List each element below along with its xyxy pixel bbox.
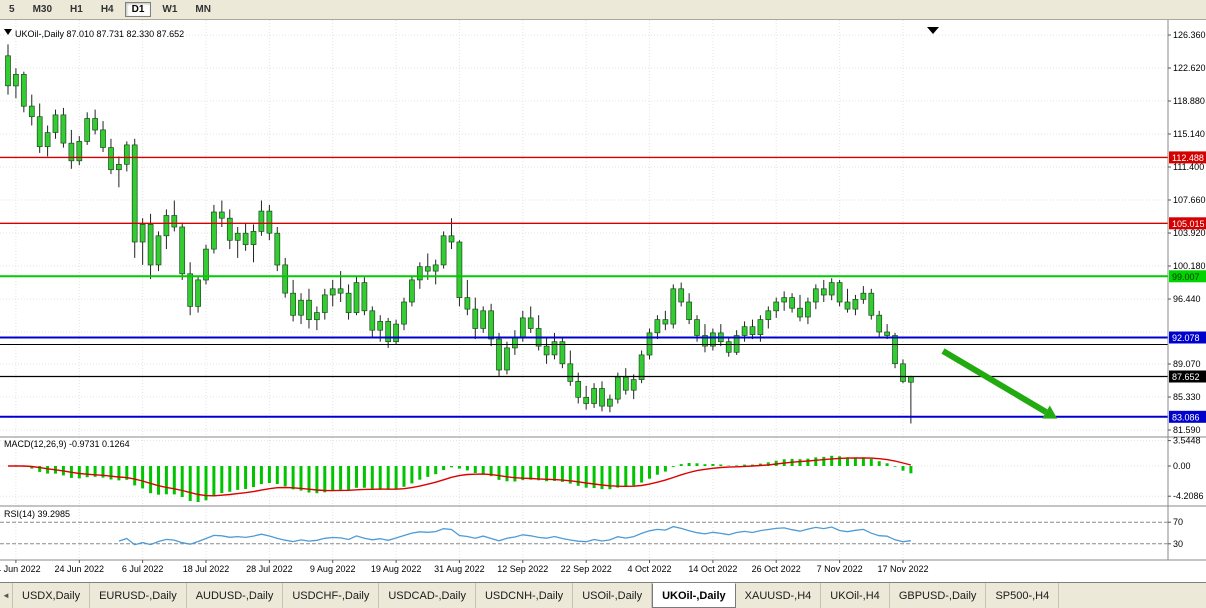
rsi-indicator-label: RSI(14) 39.2985 (4, 509, 71, 519)
chart-symbol-ohlc-label: UKOil-,Daily 87.010 87.731 82.330 87.652 (15, 29, 185, 39)
chart-tab-audusd-daily[interactable]: AUDUSD-,Daily (187, 583, 284, 608)
svg-text:105.015: 105.015 (1172, 219, 1205, 229)
svg-text:87.652: 87.652 (1172, 372, 1200, 382)
tab-scroll-left-icon[interactable]: ◄ (0, 583, 13, 608)
svg-text:115.140: 115.140 (1173, 129, 1205, 139)
trend-arrow-head-icon (1042, 405, 1058, 419)
svg-text:22 Sep 2022: 22 Sep 2022 (561, 564, 612, 574)
svg-text:81.590: 81.590 (1173, 425, 1201, 435)
timeframe-button-5[interactable]: 5 (9, 4, 15, 15)
svg-text:26 Oct 2022: 26 Oct 2022 (752, 564, 801, 574)
chart-tab-gbpusd-daily[interactable]: GBPUSD-,Daily (890, 583, 987, 608)
trend-arrow[interactable] (941, 348, 1058, 419)
candlesticks (5, 44, 914, 424)
svg-text:18 Jul 2022: 18 Jul 2022 (183, 564, 230, 574)
svg-text:19 Aug 2022: 19 Aug 2022 (371, 564, 422, 574)
time-axis: 14 Jun 2022 24 Jun 2022 6 Jul 2022 18 Jul 2… (0, 560, 929, 574)
svg-text:96.440: 96.440 (1173, 294, 1201, 304)
macd-panel (0, 440, 1168, 502)
svg-text:126.360: 126.360 (1173, 30, 1206, 40)
price-line-tags: 112.488 105.015 99.007 92.078 87.652 83.086 (1169, 151, 1206, 423)
svg-text:70: 70 (1173, 517, 1183, 527)
svg-text:111.400: 111.400 (1173, 162, 1204, 172)
svg-text:0.00: 0.00 (1173, 461, 1191, 471)
chart-tab-usdcad-daily[interactable]: USDCAD-,Daily (379, 583, 476, 608)
svg-text:3.5448: 3.5448 (1173, 436, 1201, 446)
svg-text:14 Jun 2022: 14 Jun 2022 (0, 564, 41, 574)
svg-text:85.330: 85.330 (1173, 392, 1201, 402)
svg-text:7 Nov 2022: 7 Nov 2022 (817, 564, 863, 574)
panel-frames (0, 20, 1206, 561)
rsi-panel (0, 521, 1168, 546)
svg-text:24 Jun 2022: 24 Jun 2022 (55, 564, 105, 574)
chart-canvas[interactable]: 126.360 122.620 118.880 115.140 111.400 107.6… (0, 20, 1206, 582)
chart-shift-marker-icon[interactable] (927, 27, 939, 34)
chart-tab-ukoil-h4[interactable]: UKOil-,H4 (821, 583, 890, 608)
svg-text:-4.2086: -4.2086 (1173, 491, 1204, 501)
svg-text:30: 30 (1173, 539, 1183, 549)
svg-text:6 Jul 2022: 6 Jul 2022 (122, 564, 164, 574)
svg-text:89.070: 89.070 (1173, 359, 1201, 369)
svg-text:14 Oct 2022: 14 Oct 2022 (688, 564, 737, 574)
svg-text:9 Aug 2022: 9 Aug 2022 (310, 564, 356, 574)
chart-tab-usdchf-daily[interactable]: USDCHF-,Daily (283, 583, 380, 608)
timeframe-button-mn[interactable]: MN (195, 4, 211, 15)
svg-text:12 Sep 2022: 12 Sep 2022 (497, 564, 548, 574)
svg-text:4 Oct 2022: 4 Oct 2022 (627, 564, 671, 574)
svg-text:100.180: 100.180 (1173, 261, 1206, 271)
horizontal-lines[interactable] (0, 156, 1168, 418)
svg-text:107.660: 107.660 (1173, 195, 1206, 205)
timeframe-toolbar: 5 M30 H1 H4 D1 W1 MN (0, 0, 1206, 20)
svg-text:99.007: 99.007 (1172, 272, 1200, 282)
svg-text:17 Nov 2022: 17 Nov 2022 (877, 564, 928, 574)
svg-text:112.488: 112.488 (1172, 153, 1204, 163)
symbol-dropdown-icon[interactable] (4, 29, 12, 35)
chart-tabs: USDX,Daily EURUSD-,Daily AUDUSD-,Daily USDC… (13, 583, 1060, 608)
svg-text:28 Jul 2022: 28 Jul 2022 (246, 564, 293, 574)
price-axis: 126.360 122.620 118.880 115.140 111.400 107.6… (1168, 30, 1206, 549)
svg-text:122.620: 122.620 (1173, 63, 1206, 73)
chart-tabs-bar: ◄ USDX,Daily EURUSD-,Daily AUDUSD-,Daily US… (0, 582, 1206, 608)
chart-tab-ukoil-daily[interactable]: UKOil-,Daily (652, 583, 736, 608)
svg-text:31 Aug 2022: 31 Aug 2022 (434, 564, 485, 574)
timeframe-button-w1[interactable]: W1 (162, 4, 178, 15)
chart-tab-usdx-daily[interactable]: USDX,Daily (13, 583, 91, 608)
timeframe-button-h4[interactable]: H4 (100, 4, 114, 15)
timeframe-button-d1[interactable]: D1 (124, 2, 152, 17)
chart-tab-usoil-daily[interactable]: USOil-,Daily (573, 583, 653, 608)
svg-text:92.078: 92.078 (1172, 333, 1200, 343)
macd-indicator-label: MACD(12,26,9) -0.9731 0.1264 (4, 439, 130, 449)
svg-text:103.920: 103.920 (1173, 228, 1206, 238)
timeframe-button-m30[interactable]: M30 (32, 4, 53, 15)
timeframe-button-h1[interactable]: H1 (70, 4, 83, 15)
chart-tab-usdcnh-daily[interactable]: USDCNH-,Daily (476, 583, 574, 608)
svg-text:118.880: 118.880 (1173, 96, 1205, 106)
chart-tab-xauusd-h4[interactable]: XAUUSD-,H4 (736, 583, 822, 608)
macd-signal-line (7, 457, 912, 497)
chart-tab-sp500-h4[interactable]: SP500-,H4 (986, 583, 1060, 608)
rsi-line (118, 525, 911, 546)
svg-text:83.086: 83.086 (1172, 412, 1200, 422)
chart-tab-eurusd-daily[interactable]: EURUSD-,Daily (90, 583, 187, 608)
chart-area[interactable]: 126.360 122.620 118.880 115.140 111.400 107.6… (0, 20, 1206, 582)
